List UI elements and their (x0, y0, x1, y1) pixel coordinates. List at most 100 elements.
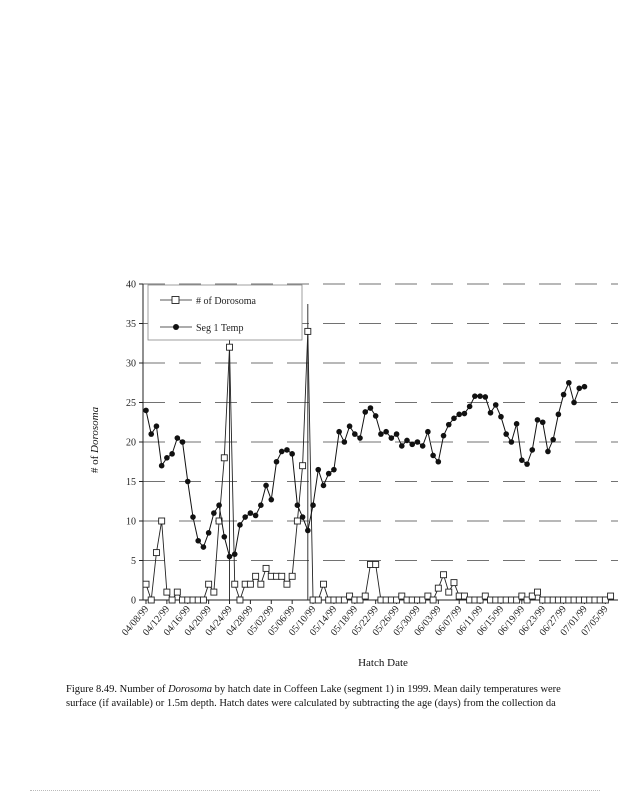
temp-point (305, 527, 311, 534)
temp-point (357, 435, 363, 441)
dorosoma-point (419, 596, 427, 604)
temp-point (346, 423, 353, 430)
dorosoma-point (246, 580, 254, 588)
temp-point (461, 410, 468, 417)
y-tick-label: 30 (126, 359, 136, 370)
temp-point (164, 455, 170, 461)
y-axis-title: # of Dorosoma (89, 406, 101, 473)
caption-text-b: by hatch date in Coffeen Lake (segment 1… (214, 684, 561, 695)
dorosoma-point (513, 596, 521, 604)
temp-point (498, 413, 504, 420)
dorosoma-point (283, 580, 291, 588)
temp-point (419, 443, 426, 449)
chart: 0 5 10 15 20 25 30 35 40 04/08/9904/12/9904/16/9… (89, 280, 618, 669)
temp-point (367, 405, 374, 411)
temp-point (258, 502, 264, 509)
temp-point (184, 478, 191, 485)
dorosoma-point (278, 572, 286, 580)
y-tick-label: 20 (126, 438, 136, 449)
temp-point (482, 394, 489, 400)
temp-point (294, 502, 301, 509)
temp-point (263, 482, 269, 489)
dorosoma-point (231, 580, 239, 588)
series-temp (143, 379, 588, 560)
temp-point (174, 435, 181, 441)
dorosoma-point (252, 572, 260, 580)
legend-label-dorosoma: # of Dorosoma (196, 296, 257, 307)
temp-point (284, 447, 290, 453)
dorosoma-point (168, 596, 176, 604)
temp-point (153, 423, 160, 430)
dorosoma-point (210, 588, 218, 596)
legend-square-icon (171, 296, 180, 304)
y-tick-label: 5 (131, 556, 136, 567)
temp-point (289, 451, 295, 457)
temp-point (539, 419, 546, 426)
dorosoma-point (372, 561, 380, 568)
dorosoma-point (601, 596, 609, 604)
y-tick-label: 40 (126, 280, 136, 291)
dorosoma-point (262, 564, 270, 572)
dorosoma-point (205, 580, 213, 588)
temp-point (331, 466, 337, 473)
temp-point (513, 421, 520, 427)
temp-point (435, 458, 442, 465)
dorosoma-point (346, 592, 354, 600)
temp-point (425, 428, 431, 435)
y-tick-label: 35 (126, 319, 136, 330)
temp-point (169, 451, 175, 457)
temp-point (195, 537, 201, 544)
caption-italic: Dorosoma (168, 684, 213, 695)
temp-point (179, 439, 186, 445)
temp-point (534, 417, 541, 423)
temp-point (398, 443, 405, 449)
dorosoma-point (476, 596, 484, 604)
dorosoma-point (429, 596, 437, 604)
temp-point (430, 452, 436, 459)
dorosoma-point (147, 596, 155, 604)
temp-point (492, 402, 499, 408)
dorosoma-point (528, 592, 536, 600)
temp-point (487, 409, 494, 416)
temp-point (325, 470, 332, 477)
temp-point (231, 551, 238, 557)
series-dorosoma (142, 327, 615, 604)
dorosoma-point (460, 592, 468, 600)
y-tick-label: 10 (126, 517, 136, 528)
temp-point (409, 441, 416, 448)
dorosoma-line (145, 331, 611, 602)
temp-point (310, 502, 316, 509)
dorosoma-point (523, 596, 531, 604)
temp-point (466, 403, 473, 410)
temp-point (545, 448, 551, 455)
temp-point (393, 431, 400, 437)
dorosoma-point (226, 343, 233, 351)
temp-point (576, 385, 583, 392)
temp-point (226, 553, 233, 560)
temp-point (211, 510, 217, 516)
temp-point (560, 391, 567, 398)
dorosoma-point (398, 592, 406, 600)
temp-point (299, 514, 306, 520)
temp-point (320, 482, 327, 489)
dorosoma-point (445, 588, 453, 596)
temp-point (341, 439, 348, 445)
vertical-lines (229, 304, 309, 600)
x-tick-labels: 04/08/9904/12/9904/16/9904/20/9904/24/99… (120, 604, 611, 638)
temp-point (237, 522, 243, 528)
dorosoma-point (534, 588, 541, 596)
temp-point (404, 437, 410, 444)
temp-point (378, 431, 384, 437)
dorosoma-point (424, 592, 432, 600)
dorosoma-point (481, 592, 489, 600)
temp-point (315, 466, 322, 473)
temp-point (278, 448, 285, 455)
temp-point (352, 431, 358, 437)
temp-point (581, 383, 588, 390)
dorosoma-point (450, 579, 458, 587)
dorosoma-point (518, 592, 526, 600)
dorosoma-point (288, 572, 296, 580)
dorosoma-point (199, 596, 207, 604)
temp-point (268, 496, 275, 503)
temp-point (451, 415, 457, 422)
